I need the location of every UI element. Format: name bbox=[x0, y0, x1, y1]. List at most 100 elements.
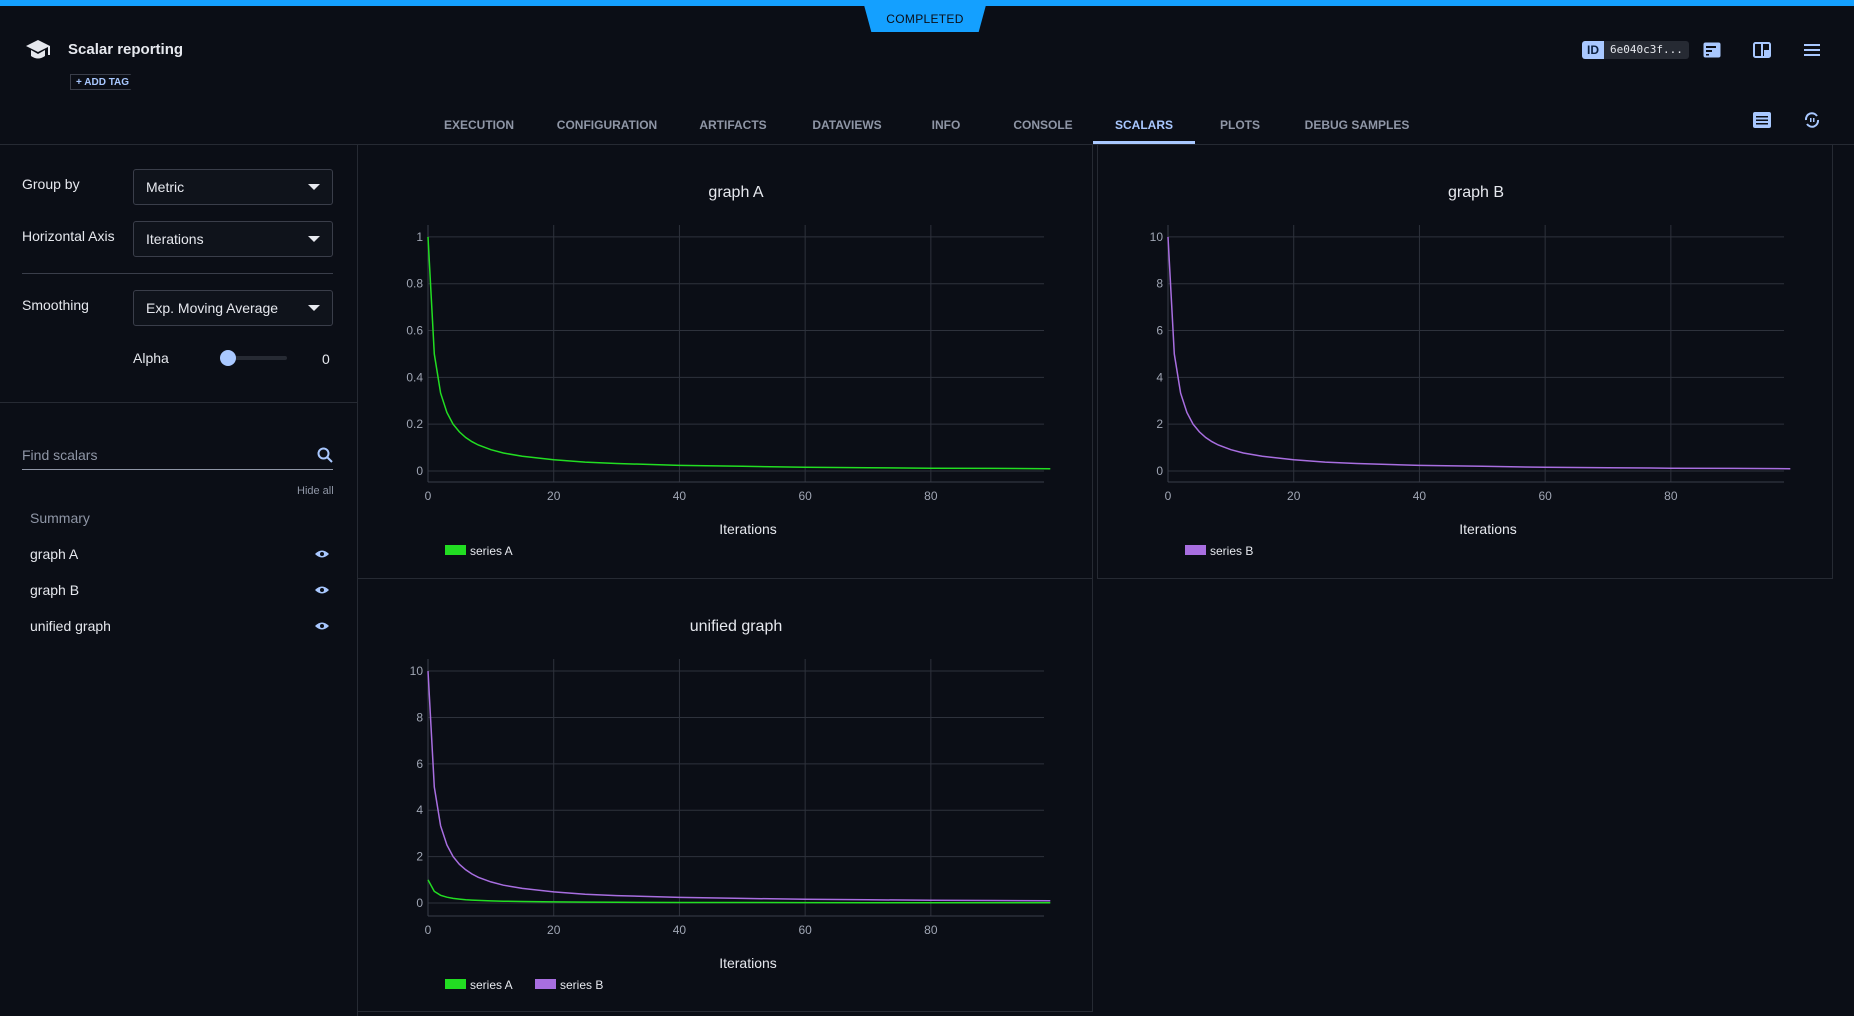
smoothing-value: Exp. Moving Average bbox=[146, 300, 279, 316]
caret-down-icon bbox=[308, 236, 320, 242]
info-panel-icon[interactable] bbox=[1702, 40, 1722, 60]
slider-thumb[interactable] bbox=[220, 350, 236, 366]
hide-all-button[interactable]: Hide all bbox=[297, 485, 334, 497]
tab-artifacts[interactable]: ARTIFACTS bbox=[699, 118, 767, 132]
horizontal-axis-value: Iterations bbox=[146, 231, 204, 247]
add-tag-button[interactable]: + ADD TAG bbox=[70, 74, 138, 90]
tab-dataviews[interactable]: DATAVIEWS bbox=[812, 118, 882, 132]
alpha-slider[interactable] bbox=[220, 350, 287, 366]
caret-down-icon bbox=[308, 184, 320, 190]
y-tick-label: 8 bbox=[416, 710, 423, 724]
smoothing-select[interactable]: Exp. Moving Average bbox=[133, 290, 333, 326]
search-placeholder: Find scalars bbox=[22, 446, 98, 463]
task-id-badge[interactable]: ID 6e040c3f... bbox=[1582, 41, 1689, 59]
alpha-value: 0 bbox=[322, 351, 330, 367]
scalars-sidebar: Group by Metric Horizontal Axis Iteratio… bbox=[0, 145, 358, 1016]
legend-label: series A bbox=[470, 978, 513, 992]
x-tick-label: 60 bbox=[1538, 489, 1552, 503]
status-badge: COMPLETED bbox=[864, 5, 986, 32]
tab-plots[interactable]: PLOTS bbox=[1219, 118, 1261, 132]
x-tick-label: 20 bbox=[547, 489, 561, 503]
scalar-item-graph-b[interactable]: graph B bbox=[30, 582, 330, 598]
series-line-series-a bbox=[427, 236, 1051, 470]
x-tick-label: 80 bbox=[924, 923, 938, 937]
x-tick-label: 0 bbox=[425, 923, 432, 937]
eye-icon[interactable] bbox=[314, 585, 330, 595]
chart-svg: unified graph 0 2 4 6 8 10 0 20 40 60 80 Iterations s… bbox=[410, 618, 1051, 992]
divider bbox=[22, 273, 333, 274]
menu-icon[interactable] bbox=[1802, 40, 1822, 60]
chart-svg: graph B 0 2 4 6 8 10 0 20 40 60 80 Iterations series … bbox=[1150, 184, 1791, 558]
group-by-select[interactable]: Metric bbox=[133, 169, 333, 205]
x-tick-label: 0 bbox=[1165, 489, 1172, 503]
x-axis-label: Iterations bbox=[1459, 521, 1517, 537]
tab-info[interactable]: INFO bbox=[931, 118, 961, 132]
y-tick-label: 0.2 bbox=[406, 417, 423, 431]
auto-refresh-icon[interactable] bbox=[1802, 110, 1822, 130]
chart-panel-graph-a: graph A 0 0.2 0.4 0.6 0.8 1 0 20 40 60 80 Iterations… bbox=[358, 145, 1093, 579]
eye-icon[interactable] bbox=[314, 549, 330, 559]
smoothing-label: Smoothing bbox=[22, 297, 89, 313]
tab-debug-samples[interactable]: DEBUG SAMPLES bbox=[1304, 118, 1410, 132]
series-line-series-a bbox=[427, 879, 1051, 904]
series-line-series-b bbox=[427, 671, 1051, 902]
y-tick-label: 6 bbox=[416, 757, 423, 771]
item-label: Summary bbox=[30, 510, 90, 526]
tab-configuration[interactable]: CONFIGURATION bbox=[556, 118, 658, 132]
scalar-item-graph-a[interactable]: graph A bbox=[30, 546, 330, 562]
item-label: graph B bbox=[30, 582, 80, 598]
y-tick-label: 6 bbox=[1156, 324, 1163, 338]
tab-bar: EXECUTION CONFIGURATION ARTIFACTS DATAVI… bbox=[0, 106, 1854, 144]
series-line-series-b bbox=[1167, 236, 1791, 470]
group-by-label: Group by bbox=[22, 176, 80, 192]
id-value: 6e040c3f... bbox=[1604, 41, 1689, 59]
find-scalars-input[interactable]: Find scalars bbox=[22, 440, 333, 470]
y-tick-label: 1 bbox=[416, 230, 423, 244]
x-tick-label: 20 bbox=[1287, 489, 1301, 503]
chart-svg: graph A 0 0.2 0.4 0.6 0.8 1 0 20 40 60 80 Iterations… bbox=[406, 184, 1051, 558]
status-bar bbox=[0, 0, 1854, 6]
legend-label: series B bbox=[1210, 544, 1253, 558]
alpha-label: Alpha bbox=[133, 350, 169, 366]
search-icon[interactable] bbox=[317, 447, 333, 463]
task-type-icon bbox=[24, 37, 52, 65]
y-tick-label: 4 bbox=[1156, 370, 1163, 384]
x-tick-label: 0 bbox=[425, 489, 432, 503]
y-tick-label: 10 bbox=[1150, 230, 1164, 244]
active-tab-indicator bbox=[1093, 141, 1195, 144]
scalar-item-unified-graph[interactable]: unified graph bbox=[30, 618, 330, 634]
y-tick-label: 0 bbox=[1156, 464, 1163, 478]
id-label: ID bbox=[1582, 41, 1604, 59]
x-tick-label: 80 bbox=[1664, 489, 1678, 503]
layout-icon[interactable] bbox=[1752, 40, 1772, 60]
x-tick-label: 40 bbox=[673, 489, 687, 503]
y-tick-label: 10 bbox=[410, 664, 424, 678]
group-by-value: Metric bbox=[146, 179, 185, 195]
x-tick-label: 80 bbox=[924, 489, 938, 503]
y-tick-label: 0.6 bbox=[406, 324, 423, 338]
y-tick-label: 2 bbox=[1156, 417, 1163, 431]
horizontal-axis-select[interactable]: Iterations bbox=[133, 221, 333, 257]
x-tick-label: 40 bbox=[1413, 489, 1427, 503]
legend-swatch bbox=[445, 979, 466, 989]
item-label: unified graph bbox=[30, 618, 111, 634]
caret-down-icon bbox=[308, 305, 320, 311]
y-tick-label: 0.8 bbox=[406, 277, 423, 291]
y-tick-label: 8 bbox=[1156, 277, 1163, 291]
y-tick-label: 2 bbox=[416, 850, 423, 864]
chart-panel-unified-graph: unified graph 0 2 4 6 8 10 0 20 40 60 80 Iterations s… bbox=[358, 579, 1093, 1012]
scalar-item-summary[interactable]: Summary bbox=[30, 510, 330, 526]
chart-title: unified graph bbox=[690, 618, 783, 635]
x-axis-label: Iterations bbox=[719, 955, 777, 971]
legend-label: series A bbox=[470, 544, 513, 558]
x-tick-label: 20 bbox=[547, 923, 561, 937]
item-label: graph A bbox=[30, 546, 79, 562]
list-view-icon[interactable] bbox=[1752, 110, 1772, 130]
tab-execution[interactable]: EXECUTION bbox=[443, 118, 515, 132]
tab-scalars[interactable]: SCALARS bbox=[1114, 118, 1174, 132]
legend-swatch bbox=[535, 979, 556, 989]
tab-console[interactable]: CONSOLE bbox=[1013, 118, 1073, 132]
chart-panel-graph-b: graph B 0 2 4 6 8 10 0 20 40 60 80 Iterations series … bbox=[1097, 145, 1833, 579]
x-tick-label: 40 bbox=[673, 923, 687, 937]
eye-icon[interactable] bbox=[314, 621, 330, 631]
